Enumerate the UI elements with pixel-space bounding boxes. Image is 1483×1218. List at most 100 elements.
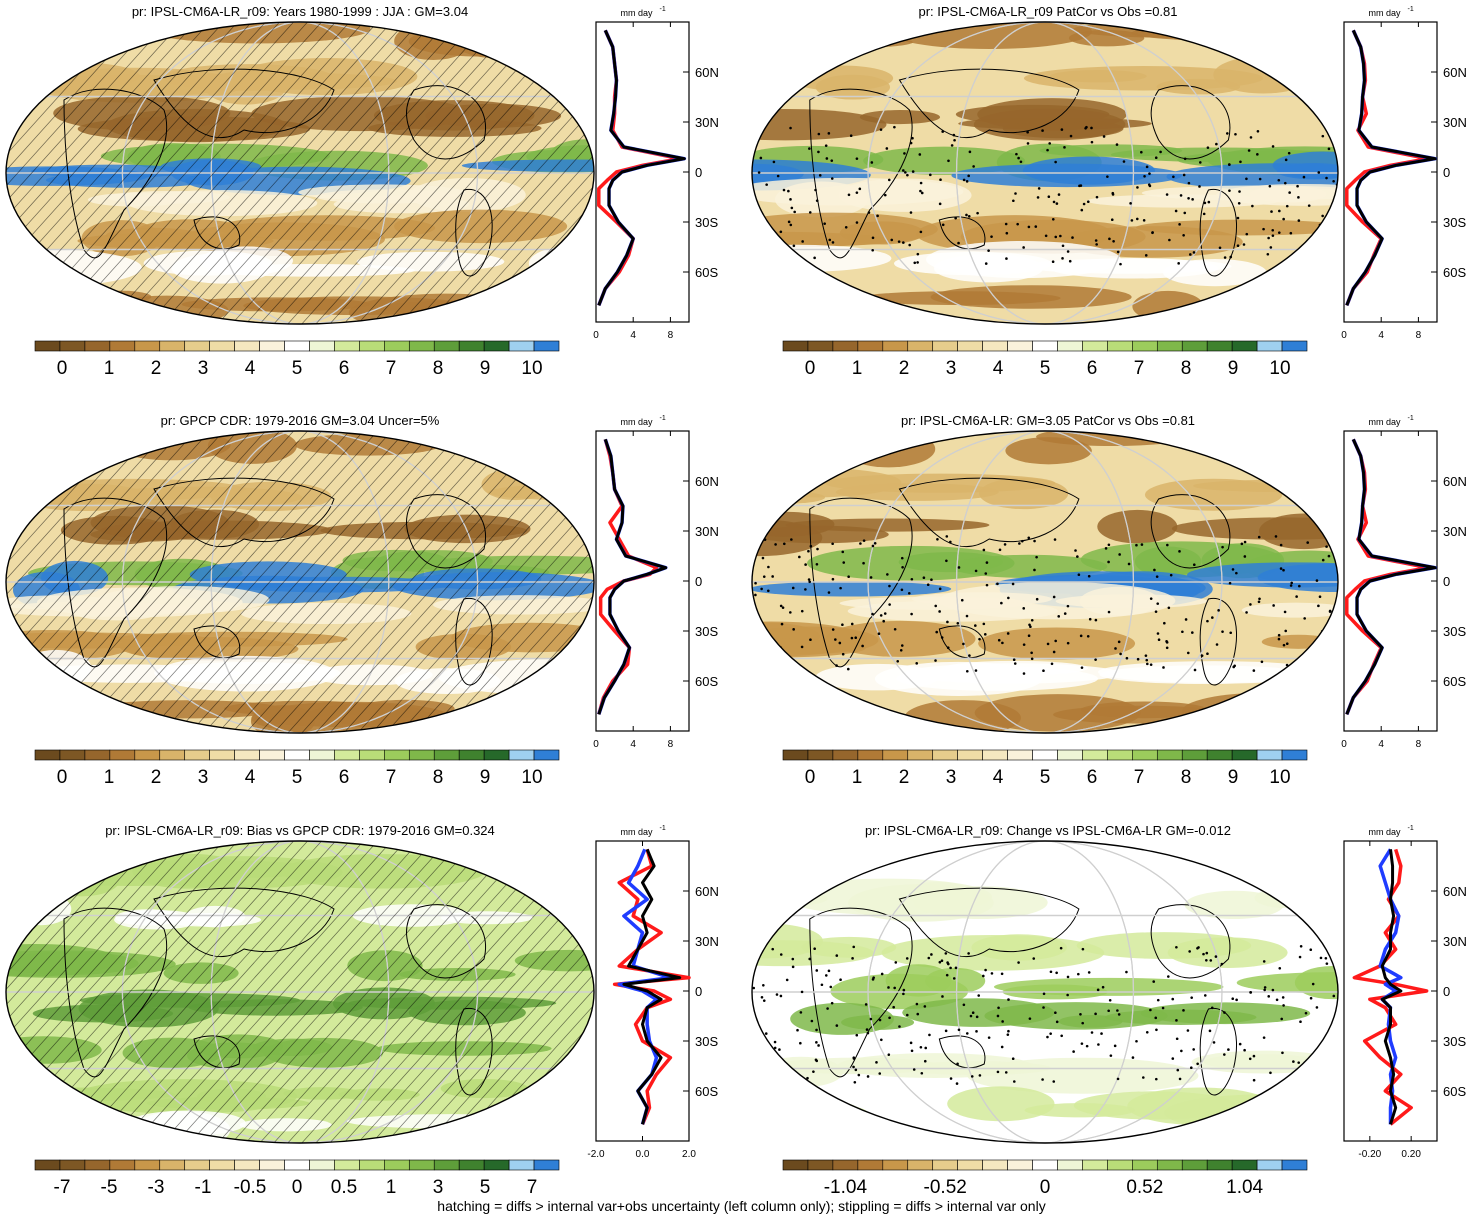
stipple-dot xyxy=(922,576,926,579)
stipple-dot xyxy=(945,535,949,538)
stipple-dot xyxy=(900,588,904,592)
stipple-dot xyxy=(990,972,994,975)
coastline xyxy=(193,625,241,659)
stipple-dot xyxy=(799,1041,802,1045)
colorbar-tick-label: -1 xyxy=(195,1177,212,1198)
field-blob xyxy=(332,987,435,1020)
colorbar-swatch xyxy=(1206,340,1233,352)
stipple-dot xyxy=(953,138,956,142)
stipple-dot xyxy=(807,578,811,581)
field-blob xyxy=(146,1096,310,1110)
colorbar: 0 1 2 3 4 5 6 7 8 9 10 xyxy=(782,749,1308,788)
colorbar-tick-label: 0.5 xyxy=(331,1177,357,1198)
hatch-line xyxy=(6,22,226,324)
stipple-dot xyxy=(849,134,853,137)
zonal-xtick-label: -2.0 xyxy=(587,1149,605,1160)
zonal-units: mm day xyxy=(620,827,653,837)
stipple-dot xyxy=(1302,175,1306,179)
colorbar-swatch xyxy=(284,749,310,761)
stipple-dot xyxy=(975,1015,979,1019)
stipple-dot xyxy=(1021,539,1024,543)
stipple-dot xyxy=(1041,129,1044,132)
stipple-dot xyxy=(926,583,930,586)
stipple-dot xyxy=(1156,632,1160,635)
colorbar-swatch xyxy=(84,340,111,352)
hatch-line xyxy=(6,841,184,1143)
stipple-dot xyxy=(1077,573,1081,577)
stipple-dot xyxy=(1227,163,1231,166)
stipple-dot xyxy=(764,1032,768,1035)
stipple-dot xyxy=(905,957,909,960)
stipple-dot xyxy=(965,669,969,673)
stipple-dot xyxy=(876,214,879,218)
zonal-units-exponent: -1 xyxy=(660,415,666,422)
colorbar-swatch xyxy=(334,340,360,352)
stipple-dot xyxy=(826,1007,829,1010)
stipple-dot xyxy=(1107,610,1111,614)
stipple-dot xyxy=(1161,1006,1165,1010)
stipple-dot xyxy=(1030,618,1034,622)
stipple-dot xyxy=(1107,1009,1110,1013)
stipple-dot xyxy=(1251,204,1254,208)
zonal-mean-plot: mm day -1 60N 30N 0 30S 60S -0.20 0.20 xyxy=(1343,825,1467,1160)
colorbar-swatch xyxy=(234,749,260,761)
stipple-dot xyxy=(908,243,911,247)
hatch-line xyxy=(6,22,184,324)
stipple-dot xyxy=(910,577,914,581)
stipple-dot xyxy=(1277,637,1281,641)
stipple-dot xyxy=(864,1003,868,1006)
hatch-line xyxy=(229,22,506,324)
stipple-dot xyxy=(938,960,942,964)
colorbar-swatch xyxy=(957,1159,983,1171)
zonal-xtick-label: 0 xyxy=(593,330,599,341)
hatch-line xyxy=(6,841,142,1143)
stipple-dot xyxy=(909,141,913,145)
zonal-units: mm day xyxy=(620,8,653,18)
colorbar-swatch xyxy=(109,1159,136,1171)
stipple-dot xyxy=(946,620,949,624)
stipple-dot xyxy=(789,126,792,130)
stipple-dot xyxy=(808,957,812,961)
stipple-dot xyxy=(815,1059,819,1063)
stipple-dot xyxy=(1033,539,1036,543)
stipple-dot xyxy=(1192,1048,1195,1051)
stipple-dot xyxy=(800,990,804,994)
stipple-dot xyxy=(1004,222,1008,226)
map-title: pr: IPSL-CM6A-LR_r09: Years 1980-1999 : … xyxy=(131,4,469,19)
stipple-dot xyxy=(1145,658,1149,662)
map-field xyxy=(752,431,1338,733)
stipple-dot xyxy=(1078,184,1081,188)
field-blob xyxy=(835,483,999,501)
stipple-dot xyxy=(778,659,782,663)
field-blob xyxy=(1187,562,1338,588)
hatch-line xyxy=(61,841,338,1143)
stipple-dot xyxy=(923,1059,927,1063)
stipple-dot xyxy=(1262,227,1265,231)
stipple-dot xyxy=(1090,1031,1094,1034)
stipple-dot xyxy=(1321,134,1325,138)
hatch-line xyxy=(159,22,436,324)
colorbar-swatch xyxy=(184,1159,210,1171)
hatch-line xyxy=(145,841,422,1143)
hatch-line xyxy=(6,22,212,324)
coastline xyxy=(153,887,335,958)
stipple-dot xyxy=(825,157,829,160)
stipple-dot xyxy=(1000,601,1003,605)
colorbar-swatch xyxy=(1007,340,1033,352)
stipple-dot xyxy=(871,248,874,252)
hatch-line xyxy=(6,22,142,324)
stipple-dot xyxy=(1066,250,1070,253)
stipple-dot xyxy=(1145,165,1149,169)
stipple-dot xyxy=(1118,553,1121,556)
map-field xyxy=(6,431,594,733)
stipple-dot xyxy=(754,581,757,585)
hatch-line xyxy=(6,431,156,733)
stipple-dot xyxy=(1187,197,1190,200)
field-blob xyxy=(6,439,54,454)
stipple-dot xyxy=(1046,148,1049,152)
stipple-dot xyxy=(824,974,828,977)
coastline xyxy=(455,597,493,686)
stipple-dot xyxy=(1258,597,1261,601)
field-blob xyxy=(189,561,347,588)
stipple-dot xyxy=(886,573,889,576)
